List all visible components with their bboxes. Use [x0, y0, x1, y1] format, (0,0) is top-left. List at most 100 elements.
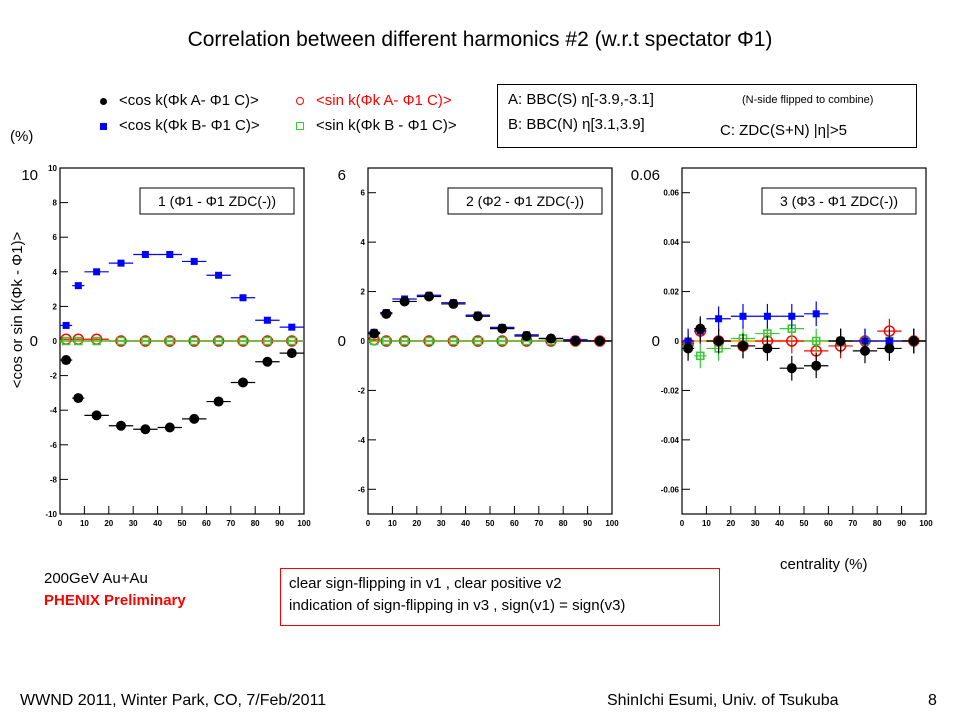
- cos-a-point: [497, 323, 508, 334]
- x-tick-label: 50: [486, 519, 495, 528]
- cos-a-point: [472, 311, 483, 322]
- panel-title: 3 (Φ3 - Φ1 ZDC(-)): [780, 193, 898, 209]
- x-tick-label: 90: [583, 519, 592, 528]
- panel-title-box: [761, 187, 917, 215]
- open-square-icon: [296, 122, 304, 131]
- y-axis-label: <cos or sin k(Φk - Φ1)>: [9, 232, 26, 389]
- cos-a-point: [73, 393, 84, 404]
- y-tick-label: 4: [361, 238, 366, 247]
- sin-b-point: [382, 336, 391, 346]
- legend-cos-b: <cos k(Φk B- Φ1 C)>: [100, 117, 260, 134]
- y-scale-label-top: 0.06: [631, 167, 660, 184]
- cos-a-point: [884, 343, 895, 354]
- x-tick-label: 0: [680, 519, 685, 528]
- sin-b-point: [287, 336, 297, 346]
- cos-b-point: [62, 321, 70, 329]
- y-scale-label-top: 6: [338, 167, 346, 184]
- cos-a-point: [546, 333, 556, 344]
- cos-a-point: [189, 413, 200, 424]
- sin-b-point: [141, 336, 150, 346]
- sin-b-point: [497, 336, 507, 346]
- y-tick-label: 0: [53, 337, 58, 346]
- cos-b-point: [763, 312, 771, 320]
- x-tick-label: 50: [178, 519, 187, 528]
- y-tick-label: -2: [50, 372, 58, 381]
- cos-a-point: [521, 331, 532, 342]
- cos-a-point: [683, 343, 694, 354]
- y-tick-label: -0.06: [661, 485, 680, 494]
- legend-sin-a: <sin k(Φk A- Φ1 C)>: [296, 92, 452, 109]
- x-tick-label: 100: [919, 519, 933, 528]
- preliminary-label: PHENIX Preliminary: [44, 592, 186, 609]
- page-title: Correlation between different harmonics …: [187, 28, 773, 51]
- flip-note: (N-side flipped to combine): [742, 94, 874, 106]
- cos-a-point: [369, 328, 380, 339]
- cos-a-point: [762, 343, 773, 354]
- detector-a: A: BBC(S) η[-3.9,-3.1]: [508, 91, 654, 108]
- y-tick-label: -6: [358, 485, 366, 494]
- legend-cos-a: <cos k(Φk A- Φ1 C)>: [100, 92, 259, 109]
- y-tick-label: 0.04: [663, 238, 679, 247]
- x-tick-label: 70: [848, 519, 857, 528]
- cos-a-point: [908, 336, 919, 346]
- y-scale-label-zero: 0: [652, 333, 660, 350]
- x-tick-label: 60: [202, 519, 211, 528]
- sin-b-point: [116, 336, 126, 346]
- sin-b-point: [189, 336, 199, 346]
- y-tick-label: 8: [53, 199, 58, 208]
- x-tick-label: 20: [726, 519, 735, 528]
- sin-b-point: [811, 336, 821, 346]
- x-tick-label: 40: [461, 519, 470, 528]
- x-tick-label: 30: [129, 519, 138, 528]
- legend-cos-b-label: <cos k(Φk B- Φ1 C)>: [119, 117, 260, 134]
- cos-b-point: [239, 294, 247, 302]
- cos-a-point: [213, 396, 224, 407]
- x-tick-label: 20: [104, 519, 113, 528]
- y-scale-label-top: 10: [21, 167, 38, 184]
- cos-a-point: [140, 424, 151, 435]
- detector-b: B: BBC(N) η[3.1,3.9]: [508, 116, 645, 133]
- cos-a-point: [262, 356, 273, 367]
- sin-b-point: [238, 336, 248, 346]
- x-tick-label: 30: [437, 519, 446, 528]
- filled-square-icon: [100, 122, 107, 130]
- x-tick-label: 10: [388, 519, 397, 528]
- y-tick-label: -0.02: [661, 386, 680, 395]
- y-scale-label-zero: 0: [338, 333, 346, 350]
- panel-title: 2 (Φ2 - Φ1 ZDC(-)): [466, 193, 584, 209]
- x-axis-label: centrality (%): [780, 556, 868, 573]
- collision-label: 200GeV Au+Au: [44, 570, 148, 587]
- y-tick-label: 0.06: [663, 189, 679, 198]
- cos-b-point: [74, 282, 82, 290]
- y-tick-label: -4: [358, 436, 366, 445]
- x-tick-label: 60: [824, 519, 833, 528]
- conclusion-box: clear sign-flipping in v1 , clear positi…: [280, 568, 720, 626]
- cos-a-point: [570, 336, 581, 346]
- cos-a-point: [835, 336, 846, 346]
- footer-page-number: 8: [928, 692, 937, 709]
- open-circle-icon: [296, 97, 304, 106]
- cos-b-point: [215, 271, 223, 279]
- cos-b-point: [190, 257, 198, 265]
- cos-b-point: [141, 251, 149, 258]
- x-tick-label: 50: [800, 519, 809, 528]
- y-tick-label: 0: [675, 337, 680, 346]
- y-scale-label-zero: 0: [30, 333, 38, 350]
- y-tick-label: 0.02: [663, 288, 679, 297]
- sin-b-point: [61, 336, 71, 346]
- legend-sin-b: <sin k(Φk B - Φ1 C)>: [296, 117, 457, 134]
- cos-a-point: [381, 308, 392, 319]
- footer-conference: WWND 2011, Winter Park, CO, 7/Feb/2011: [20, 692, 327, 709]
- sin-b-point: [473, 336, 483, 346]
- x-tick-label: 0: [366, 519, 371, 528]
- x-tick-label: 40: [775, 519, 784, 528]
- cos-b-point: [166, 251, 174, 258]
- y-tick-label: 2: [361, 288, 366, 297]
- y-tick-label: 6: [53, 233, 58, 242]
- y-tick-label: -10: [45, 510, 57, 519]
- cos-b-point: [739, 312, 747, 320]
- y-tick-label: -6: [50, 441, 58, 450]
